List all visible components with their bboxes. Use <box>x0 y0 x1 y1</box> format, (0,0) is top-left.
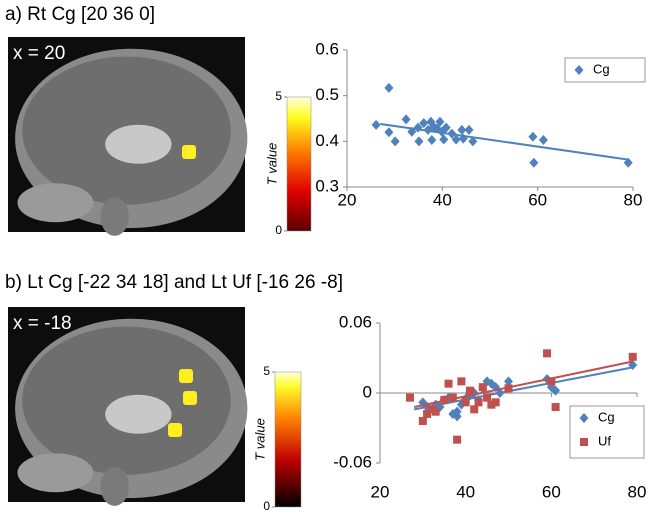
point <box>405 393 414 402</box>
point <box>439 134 449 145</box>
colorbar-tick-label: 0 <box>275 223 282 237</box>
activation-blob <box>179 369 193 383</box>
point <box>528 131 538 142</box>
point <box>384 127 394 138</box>
x-tick-label: 60 <box>528 190 547 209</box>
legend-label: Cg <box>598 409 615 424</box>
point <box>468 136 478 147</box>
y-tick-label: 0.5 <box>315 85 339 104</box>
point <box>448 393 457 402</box>
point <box>628 352 637 361</box>
brain-ventricle <box>105 394 172 434</box>
point <box>418 417 427 425</box>
colorbar-label: T value <box>264 143 279 186</box>
point <box>384 82 394 93</box>
point <box>623 157 633 168</box>
cerebellum <box>17 183 94 223</box>
y-tick-label: 0.06 <box>339 312 372 331</box>
cerebellum <box>17 453 94 493</box>
point <box>547 377 556 386</box>
activation-blob <box>182 145 196 159</box>
y-tick-label: 0.4 <box>315 131 339 150</box>
panel-title: a) Rt Cg [20 36 0] <box>5 4 155 25</box>
point <box>483 393 492 402</box>
colorbar-tick-label: 0 <box>263 499 270 513</box>
point <box>551 385 561 396</box>
legend-box <box>569 405 645 459</box>
point <box>419 118 429 129</box>
x-tick-label: 80 <box>628 482 647 501</box>
x-tick-label: 20 <box>371 482 390 501</box>
x-tick-label: 40 <box>456 482 475 501</box>
point <box>543 349 552 358</box>
point <box>441 122 451 133</box>
legend-marker <box>574 65 584 75</box>
point <box>371 119 381 130</box>
legend-label: Cg <box>593 61 610 76</box>
x-tick-label: 40 <box>433 190 452 209</box>
colorbar-label: T value <box>252 418 267 461</box>
activation-blob <box>168 423 182 437</box>
point <box>478 383 487 392</box>
x-tick-label: 60 <box>542 482 561 501</box>
point <box>423 410 432 418</box>
point <box>427 405 436 414</box>
point <box>444 379 453 388</box>
point <box>529 157 539 168</box>
trend-line <box>414 360 633 408</box>
trend-line <box>414 366 633 411</box>
point <box>538 134 548 145</box>
y-tick-label: 0.3 <box>315 176 339 195</box>
y-tick-label: 0.6 <box>315 39 339 58</box>
y-tick-label: -0.06 <box>333 452 372 471</box>
x-tick-label: 80 <box>624 190 643 209</box>
trend-line <box>380 122 629 161</box>
point <box>414 136 424 147</box>
point <box>457 124 467 135</box>
point <box>453 435 462 444</box>
point <box>452 411 462 422</box>
point <box>470 405 479 414</box>
x-tick-label: 20 <box>338 190 357 209</box>
point <box>401 114 411 125</box>
slice-label: x = -18 <box>13 313 72 334</box>
point <box>461 398 470 407</box>
point <box>435 116 445 127</box>
point <box>491 398 500 407</box>
colorbar-tick-label: 5 <box>263 364 270 378</box>
point <box>431 407 440 416</box>
point <box>451 134 461 145</box>
legend-label: Uf <box>598 433 611 448</box>
colorbar <box>286 96 312 232</box>
point <box>457 377 466 386</box>
slice-label: x = 20 <box>13 43 65 64</box>
point <box>474 398 483 407</box>
colorbar <box>274 371 302 508</box>
panel-title: b) Lt Cg [-22 34 18] and Lt Uf [-16 26 -… <box>5 272 343 293</box>
point <box>551 403 560 411</box>
brainstem <box>100 466 129 506</box>
y-tick-label: 0 <box>363 382 372 401</box>
legend-marker <box>579 413 589 423</box>
legend-marker <box>580 438 588 446</box>
point <box>390 136 400 147</box>
brainstem <box>100 196 129 236</box>
point <box>427 134 437 145</box>
point <box>504 376 513 387</box>
point <box>487 400 496 409</box>
activation-blob <box>183 391 197 405</box>
colorbar-tick-label: 5 <box>275 89 282 103</box>
point <box>464 124 474 135</box>
point <box>465 386 474 395</box>
brain-ventricle <box>105 124 172 164</box>
